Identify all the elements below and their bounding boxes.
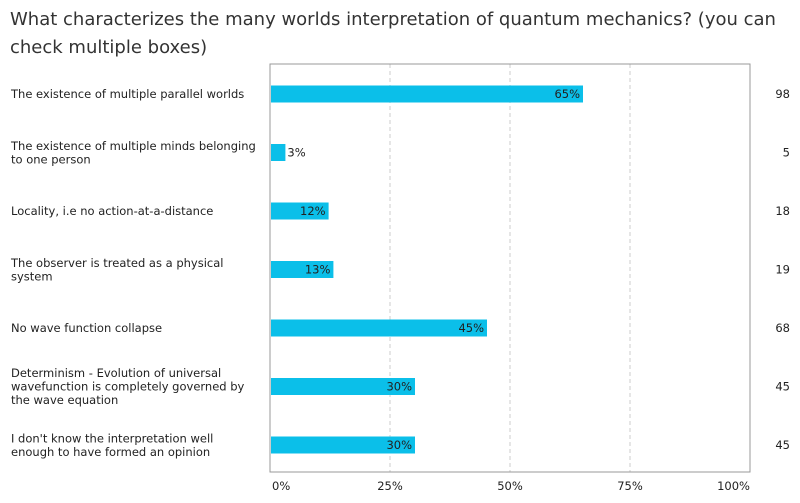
count-label: 45 <box>775 380 790 394</box>
category-label: I don't know the interpretation well enou… <box>11 431 213 459</box>
value-label: 65% <box>554 87 580 101</box>
bar <box>271 202 329 220</box>
category-label: The existence of multiple minds belongin… <box>10 139 256 167</box>
count-label: 98 <box>775 87 790 101</box>
count-label: 19 <box>775 263 790 277</box>
x-tick-label: 100% <box>717 479 750 493</box>
category-label: The existence of multiple parallel world… <box>10 87 244 101</box>
category-label: The observer is treated as a physical sys… <box>10 256 223 284</box>
value-label: 13% <box>305 263 331 277</box>
x-tick-label: 50% <box>497 479 523 493</box>
value-label: 30% <box>386 380 412 394</box>
bar <box>271 378 415 395</box>
value-label: 12% <box>300 204 326 218</box>
x-tick-label: 75% <box>617 479 643 493</box>
category-label: Determinism - Evolution of universal wave… <box>11 366 245 407</box>
x-tick-label: 25% <box>377 479 403 493</box>
value-label: 3% <box>287 146 305 160</box>
bar <box>271 85 583 103</box>
category-label: No wave function collapse <box>11 321 162 335</box>
plot-frame <box>269 63 751 473</box>
bar <box>271 261 334 278</box>
question-title: What characterizes the many worlds inter… <box>10 9 776 58</box>
category-label: Locality, i.e no action-at-a-distance <box>11 204 213 218</box>
bar <box>271 319 487 337</box>
count-label: 45 <box>775 438 790 452</box>
value-label: 30% <box>386 438 412 452</box>
bar <box>271 436 415 454</box>
x-tick-label: 0% <box>272 479 290 493</box>
count-label: 18 <box>775 204 790 218</box>
count-label: 68 <box>775 321 790 335</box>
bar <box>271 144 286 161</box>
value-label: 45% <box>458 321 484 335</box>
count-label: 5 <box>783 146 790 160</box>
